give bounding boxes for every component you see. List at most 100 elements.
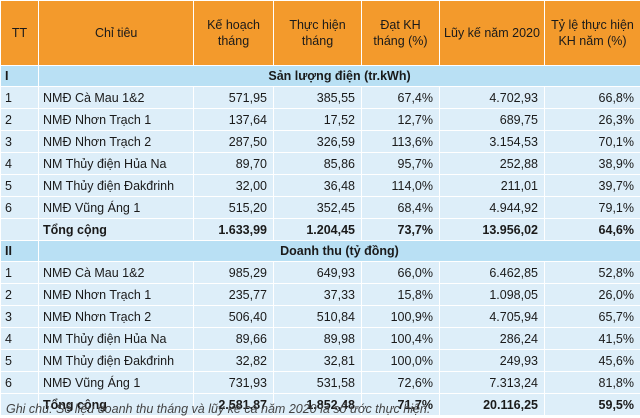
table-row: 5 NM Thủy điện Đakđrinh 32,00 36,48 114,0% 21… [0,174,640,197]
row-ty-le: 38,9% [544,152,640,175]
row-tt: 6 [0,371,39,394]
row-ty-le: 26,0% [544,283,640,306]
footnote: Ghi chú: Số liệu doanh thu tháng và lũy … [6,402,431,416]
header-tt: TT [0,0,39,66]
total-ke-hoach: 1.633,99 [193,218,274,241]
row-ke-hoach: 571,95 [193,86,274,109]
row-tt: 4 [0,327,39,350]
total-dat-kh: 73,7% [361,218,440,241]
total-label: Tổng cộng [38,393,194,416]
row-luy-ke: 4.944,92 [439,196,545,219]
row-thuc-hien: 89,98 [273,327,362,350]
row-luy-ke: 689,75 [439,108,545,131]
row-ty-le: 45,6% [544,349,640,372]
header-ty-le: Tỷ lệ thực hiện KH năm (%) [544,0,640,66]
row-tt: 3 [0,130,39,153]
row-ke-hoach: 32,82 [193,349,274,372]
row-name: NMĐ Vũng Áng 1 [38,196,194,219]
row-luy-ke: 4.702,93 [439,86,545,109]
total-ke-hoach: 2.581,87 [193,393,274,416]
table-row: 1 NMĐ Cà Mau 1&2 571,95 385,55 67,4% 4.702,93… [0,86,640,109]
row-name: NMĐ Nhơn Trạch 2 [38,305,194,328]
row-tt: 2 [0,283,39,306]
row-dat-kh: 100,0% [361,349,440,372]
row-ty-le: 39,7% [544,174,640,197]
row-ke-hoach: 32,00 [193,174,274,197]
header-thuc-hien: Thực hiện tháng [273,0,362,66]
row-tt: 1 [0,261,39,284]
row-ke-hoach: 515,20 [193,196,274,219]
row-tt: 3 [0,305,39,328]
total-label: Tổng cộng [38,218,194,241]
row-dat-kh: 95,7% [361,152,440,175]
table-header-row: TT Chỉ tiêu Kế hoạch tháng Thực hiện thá… [0,0,640,66]
table-row: 2 NMĐ Nhơn Trạch 1 235,77 37,33 15,8% 1.098,0… [0,283,640,306]
total-tt [0,393,39,416]
row-dat-kh: 15,8% [361,283,440,306]
row-thuc-hien: 352,45 [273,196,362,219]
row-ke-hoach: 287,50 [193,130,274,153]
row-name: NMĐ Nhơn Trạch 1 [38,108,194,131]
row-ty-le: 66,8% [544,86,640,109]
total-row: Tổng cộng 2.581,87 1.852,48 71,7% 20.116,25 5… [0,393,640,416]
row-dat-kh: 100,9% [361,305,440,328]
row-name: NM Thủy điện Đakđrinh [38,349,194,372]
table-row: 4 NM Thủy điện Hủa Na 89,66 89,98 100,4% 286,… [0,327,640,350]
table-row: 5 NM Thủy điện Đakđrinh 32,82 32,81 100,0% 24… [0,349,640,372]
row-dat-kh: 113,6% [361,130,440,153]
row-name: NM Thủy điện Hủa Na [38,327,194,350]
total-thuc-hien: 1.852,48 [273,393,362,416]
row-ke-hoach: 235,77 [193,283,274,306]
row-name: NMĐ Vũng Áng 1 [38,371,194,394]
row-ty-le: 65,7% [544,305,640,328]
row-ke-hoach: 985,29 [193,261,274,284]
row-thuc-hien: 17,52 [273,108,362,131]
row-thuc-hien: 36,48 [273,174,362,197]
table-row: 2 NMĐ Nhơn Trạch 1 137,64 17,52 12,7% 689,75 2… [0,108,640,131]
row-dat-kh: 12,7% [361,108,440,131]
total-luy-ke: 13.956,02 [439,218,545,241]
row-thuc-hien: 385,55 [273,86,362,109]
row-luy-ke: 6.462,85 [439,261,545,284]
row-name: NMĐ Nhơn Trạch 2 [38,130,194,153]
row-ke-hoach: 731,93 [193,371,274,394]
row-tt: 1 [0,86,39,109]
row-ty-le: 79,1% [544,196,640,219]
row-ty-le: 81,8% [544,371,640,394]
row-tt: 2 [0,108,39,131]
header-luy-ke: Lũy kế năm 2020 [439,0,545,66]
row-ke-hoach: 137,64 [193,108,274,131]
row-luy-ke: 7.313,24 [439,371,545,394]
total-dat-kh: 71,7% [361,393,440,416]
table-row: 6 NMĐ Vũng Áng 1 731,93 531,58 72,6% 7.313,24… [0,371,640,394]
total-row: Tổng cộng 1.633,99 1.204,45 73,7% 13.956,02 6… [0,218,640,241]
row-tt: 5 [0,349,39,372]
row-dat-kh: 100,4% [361,327,440,350]
header-ke-hoach: Kế hoạch tháng [193,0,274,66]
section-number: II [0,240,39,262]
total-ty-le: 59,5% [544,393,640,416]
row-ty-le: 41,5% [544,327,640,350]
row-luy-ke: 3.154,53 [439,130,545,153]
row-ty-le: 26,3% [544,108,640,131]
row-luy-ke: 4.705,94 [439,305,545,328]
row-thuc-hien: 326,59 [273,130,362,153]
row-ke-hoach: 506,40 [193,305,274,328]
row-name: NM Thủy điện Đakđrinh [38,174,194,197]
section-number: I [0,65,39,87]
row-tt: 5 [0,174,39,197]
table-body: I Sản lượng điện (tr.kWh) 1 NMĐ Cà Mau 1&2 5… [0,65,640,416]
row-luy-ke: 286,24 [439,327,545,350]
row-ty-le: 70,1% [544,130,640,153]
row-dat-kh: 67,4% [361,86,440,109]
section-title: Sản lượng điện (tr.kWh) [38,65,640,87]
row-luy-ke: 1.098,05 [439,283,545,306]
row-thuc-hien: 32,81 [273,349,362,372]
table-row: 3 NMĐ Nhơn Trạch 2 506,40 510,84 100,9% 4.705… [0,305,640,328]
header-chi-tieu: Chỉ tiêu [38,0,194,66]
row-luy-ke: 249,93 [439,349,545,372]
row-dat-kh: 68,4% [361,196,440,219]
section-header-row: II Doanh thu (tỷ đồng) [0,240,640,262]
